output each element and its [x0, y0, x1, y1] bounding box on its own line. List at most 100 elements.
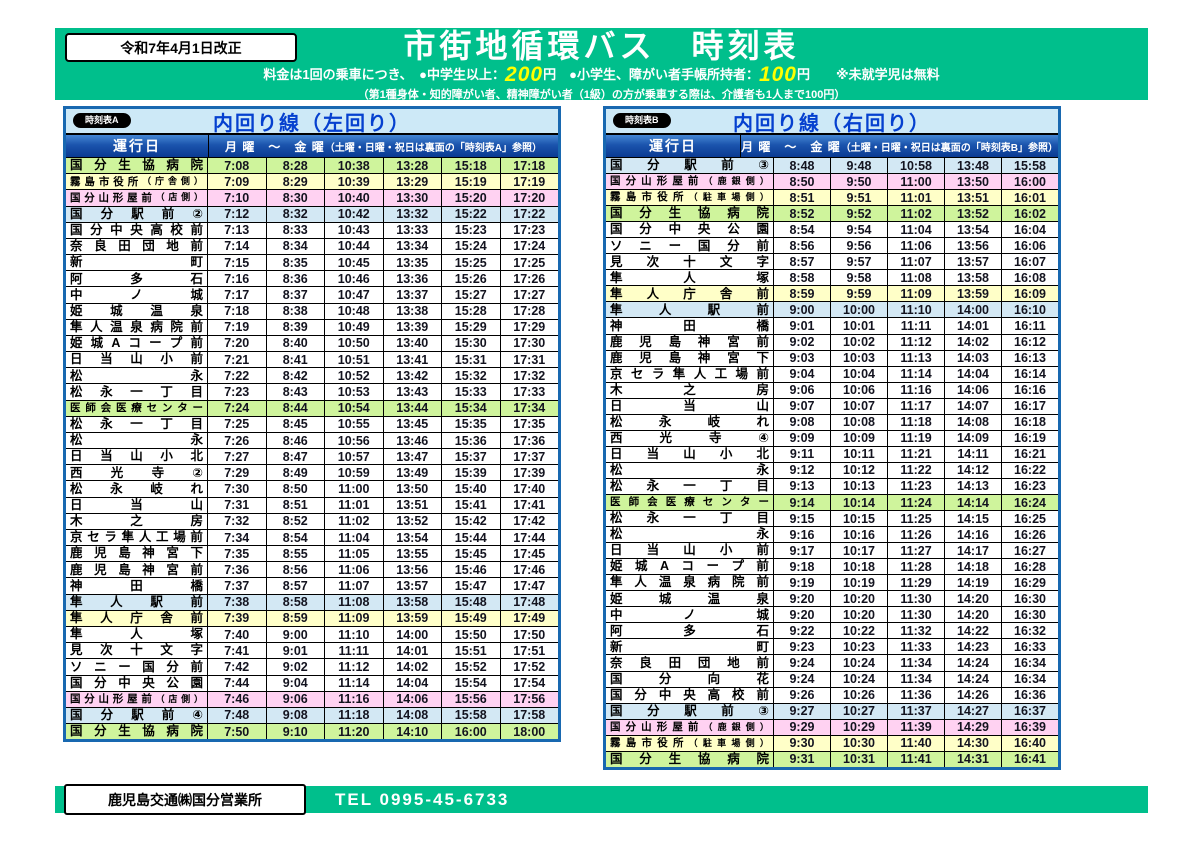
time-cell: 11:07	[325, 578, 384, 594]
time-cell: 16:01	[1014, 190, 1046, 205]
time-cell: 8:50	[774, 174, 831, 190]
time-cell: 17:20	[513, 190, 546, 205]
time-cell: 10:06	[831, 382, 888, 398]
time-cell: 7:41	[208, 643, 267, 659]
time-cell: 13:54	[945, 222, 1002, 238]
revision-date-box: 令和7年4月1日改正	[65, 33, 297, 62]
time-cell: 13:29	[384, 174, 442, 190]
time-cell: 8:48	[774, 158, 831, 174]
time-cell: 9:01	[774, 318, 831, 334]
stop-name: 国分生協病院	[66, 724, 208, 740]
time-cell: 11:25	[888, 511, 945, 527]
time-cell: 8:51	[267, 497, 325, 513]
time-cell: 9:50	[831, 174, 888, 190]
time-cell: 16:13	[1014, 351, 1046, 366]
fare-price-adult: 200	[505, 63, 544, 86]
time-cell: 14:07	[945, 398, 1002, 414]
time-cell: 8:39	[267, 319, 325, 335]
table-row: 日当山 9:07 10:07 11:17 14:07 16:17	[606, 397, 1058, 414]
stop-name: 隼人駅前	[66, 594, 208, 610]
time-cell: 11:26	[888, 527, 945, 543]
time-cell: 8:50	[267, 481, 325, 497]
table-row: ソニー国分前 8:56 9:56 11:06 13:56 16:06	[606, 237, 1058, 254]
time-cell: 8:33	[267, 222, 325, 238]
time-cell: 11:34	[888, 655, 945, 671]
time-cell: 14:20	[945, 607, 1002, 623]
time-cell: 13:40	[384, 335, 442, 352]
time-cell: 8:52	[267, 513, 325, 529]
time-cell: 13:57	[384, 578, 442, 594]
table-row: 松永一丁目 9:13 10:13 11:23 14:13 16:23	[606, 477, 1058, 494]
time-cell: 13:34	[384, 238, 442, 255]
time-cell: 11:08	[888, 270, 945, 286]
timetable-rows: 国分駅前 ③ 8:48 9:48 10:58 13:48 15:58 国分山形屋前（鹿銀側） 8…	[606, 157, 1058, 767]
time-cell: 16:27	[1014, 543, 1046, 558]
time-cell: 10:02	[831, 334, 888, 350]
time-cell: 10:47	[325, 287, 384, 303]
time-cell: 15:24	[442, 238, 501, 255]
table-row: 国分駅前 ③ 9:27 10:27 11:37 14:27 16:37	[606, 702, 1058, 719]
office-name-box: 鹿児島交通㈱国分営業所	[64, 784, 306, 815]
time-cell: 17:37	[513, 449, 546, 464]
time-cell: 14:00	[945, 302, 1002, 318]
time-cell: 8:52	[774, 206, 831, 222]
time-cell: 9:22	[774, 623, 831, 639]
time-cell: 8:54	[267, 529, 325, 546]
time-cell: 9:13	[774, 478, 831, 494]
stop-name: 松永	[66, 368, 208, 384]
time-cell: 7:27	[208, 449, 267, 465]
time-cell: 10:52	[325, 368, 384, 384]
time-cell: 11:29	[888, 575, 945, 591]
time-cell: 10:23	[831, 639, 888, 655]
time-cell: 8:44	[267, 400, 325, 416]
time-cell: 17:48	[513, 595, 546, 610]
stop-name: 姫城温泉	[606, 591, 774, 607]
time-cell: 9:16	[774, 527, 831, 543]
time-cell: 14:04	[384, 675, 442, 691]
time-cell: 11:14	[325, 675, 384, 691]
time-cell: 7:29	[208, 465, 267, 481]
time-cell: 13:52	[384, 513, 442, 529]
stop-name: 松永一丁目	[606, 511, 774, 527]
time-cell: 10:18	[831, 559, 888, 575]
time-cell: 7:48	[208, 707, 267, 724]
time-cell: 11:36	[888, 687, 945, 703]
time-cell: 14:11	[945, 446, 1002, 462]
time-cell: 16:21	[1014, 447, 1046, 462]
time-cell: 11:41	[888, 751, 945, 767]
stop-name: 松永	[66, 432, 208, 449]
time-cell: 9:54	[831, 222, 888, 238]
time-cell: 10:53	[325, 384, 384, 400]
table-row: 鹿児島神宮前 9:02 10:02 11:12 14:02 16:12	[606, 333, 1058, 350]
time-cell: 7:32	[208, 513, 267, 529]
time-cell: 11:18	[325, 707, 384, 724]
time-cell: 11:39	[888, 719, 945, 735]
time-cell: 10:17	[831, 543, 888, 559]
time-cell: 16:34	[1014, 672, 1046, 687]
time-cell: 15:54	[442, 675, 501, 691]
time-cell: 8:42	[267, 368, 325, 384]
time-cell: 7:46	[208, 691, 267, 707]
stop-name: 医師会医療センター	[66, 400, 208, 416]
time-cell: 9:19	[774, 575, 831, 591]
time-cell: 14:17	[945, 543, 1002, 559]
time-cell: 11:27	[888, 543, 945, 559]
table-row: 松永一丁目 7:25 8:45 10:55 13:45 15:35 17:35	[66, 415, 558, 432]
time-cell: 11:02	[888, 206, 945, 222]
time-cell: 9:29	[774, 719, 831, 735]
time-cell: 11:06	[325, 562, 384, 578]
time-cell: 7:08	[208, 158, 267, 174]
time-cell: 14:08	[945, 414, 1002, 430]
time-cell: 8:58	[267, 594, 325, 610]
time-cell: 14:08	[384, 707, 442, 724]
stop-name: 隼人塚	[66, 626, 208, 643]
time-cell: 15:37	[442, 449, 501, 465]
time-cell: 15:58	[1014, 158, 1046, 173]
table-row: 鹿児島神宮下 7:35 8:55 11:05 13:55 15:45 17:45	[66, 545, 558, 562]
time-cell: 13:48	[945, 158, 1002, 174]
time-cell: 14:26	[945, 687, 1002, 703]
time-cell: 11:08	[325, 594, 384, 610]
time-cell: 14:13	[945, 478, 1002, 494]
time-cell: 15:56	[442, 691, 501, 707]
time-cell: 11:16	[325, 691, 384, 707]
